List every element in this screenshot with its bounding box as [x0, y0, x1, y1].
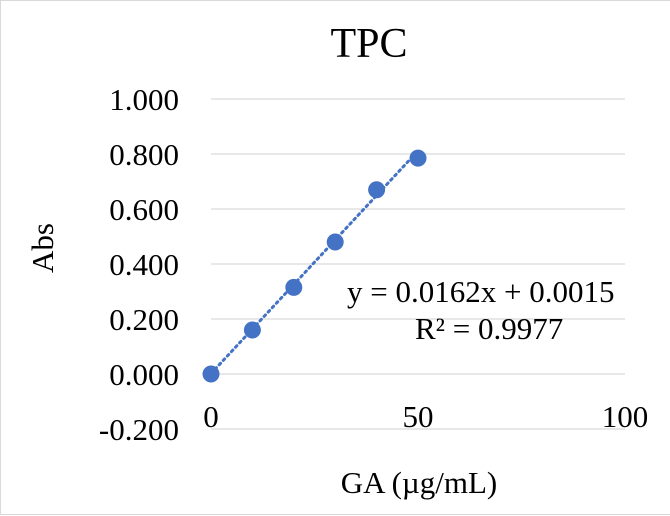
x-tick-label: 0	[203, 399, 219, 434]
y-tick-label: 0.000	[109, 357, 179, 392]
trendline-equation: y = 0.0162x + 0.0015	[347, 274, 614, 309]
data-point	[202, 365, 220, 383]
trendline-layer	[209, 149, 420, 376]
r-squared-label: R² = 0.9977	[415, 311, 563, 346]
x-axis-label: GA (µg/mL)	[341, 465, 497, 500]
trendline	[209, 149, 420, 376]
y-tick-label: 0.400	[109, 247, 179, 282]
x-tick-label: 100	[602, 399, 649, 434]
data-point	[243, 321, 261, 339]
data-point	[285, 278, 303, 296]
data-points	[202, 149, 427, 383]
y-tick-label: -0.200	[99, 412, 179, 447]
gridlines	[211, 98, 625, 430]
data-point	[409, 149, 427, 167]
y-axis-label: Abs	[25, 223, 60, 273]
y-axis-ticks: -0.200 0.000 0.200 0.400 0.600 0.800 1.000	[99, 82, 179, 447]
y-tick-label: 0.200	[109, 302, 179, 337]
x-axis-ticks: 0 50 100	[203, 399, 648, 434]
y-tick-label: 0.800	[109, 137, 179, 172]
y-tick-label: 0.600	[109, 192, 179, 227]
chart-title: TPC	[330, 21, 407, 67]
x-tick-label: 50	[403, 399, 434, 434]
data-point	[326, 233, 344, 251]
data-point	[368, 181, 386, 199]
y-tick-label: 1.000	[109, 82, 179, 117]
